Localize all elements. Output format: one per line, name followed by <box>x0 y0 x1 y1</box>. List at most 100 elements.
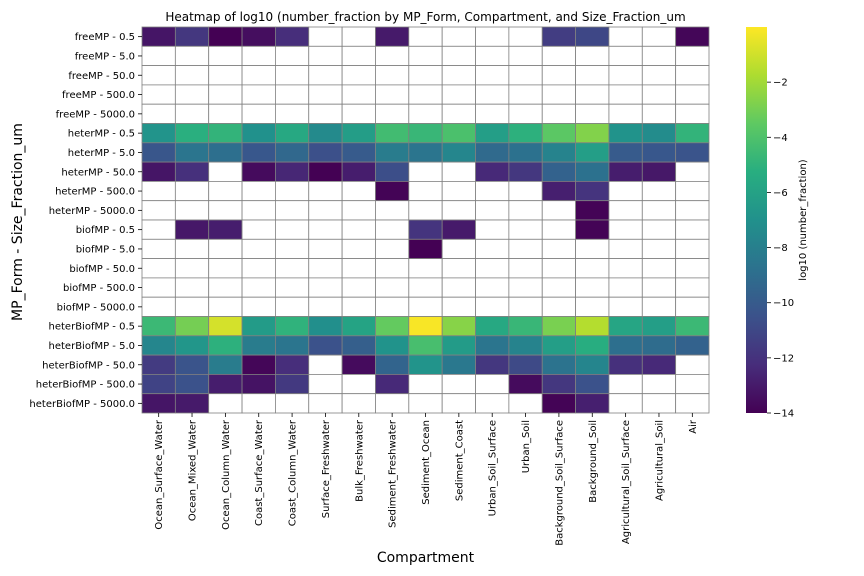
heatmap-cell <box>308 219 343 240</box>
heatmap-cell <box>641 161 677 182</box>
row-tick-label: heterMP - 500.0 <box>55 187 135 198</box>
heatmap-cell <box>608 103 643 124</box>
heatmap-cell <box>675 258 710 279</box>
heatmap-cell <box>441 65 476 86</box>
heatmap-cell <box>375 103 410 124</box>
heatmap-cell <box>475 142 510 163</box>
heatmap-cell <box>141 65 176 86</box>
heatmap-cell <box>575 180 610 202</box>
heatmap-cell <box>208 335 243 356</box>
heatmap-cell <box>641 200 677 221</box>
heatmap-cell <box>475 296 510 317</box>
heatmap-cell <box>375 258 410 279</box>
heatmap-cell <box>341 142 376 163</box>
heatmap-cell <box>341 335 376 356</box>
heatmap-cell <box>174 180 210 202</box>
heatmap-cell <box>541 316 576 337</box>
heatmap-cell <box>174 354 210 375</box>
column-tick-labels: Ocean_Surface_Water Ocean_Mixed_Water Ocea… <box>154 413 699 546</box>
heatmap-cell <box>141 45 176 66</box>
heatmap-cell <box>608 238 643 260</box>
heatmap-cell <box>475 373 510 395</box>
heatmap-cell <box>508 84 543 105</box>
heatmap-cell <box>341 238 376 260</box>
heatmap-cell <box>341 296 376 317</box>
heatmap-cell <box>441 277 476 298</box>
heatmap-cell <box>208 373 243 395</box>
heatmap-cell <box>541 26 576 47</box>
heatmap-cell <box>275 26 310 47</box>
heatmap-cell <box>141 180 176 202</box>
heatmap-cell <box>174 316 210 337</box>
heatmap-cell <box>308 335 343 356</box>
row-tick-label: heterMP - 50.0 <box>61 167 135 178</box>
heatmap-cell <box>341 354 376 375</box>
heatmap-cell <box>608 142 643 163</box>
heatmap-cell <box>608 354 643 375</box>
heatmap-cell <box>241 277 276 298</box>
heatmap-cell <box>375 161 410 182</box>
heatmap-cell <box>141 296 176 317</box>
heatmap-cell <box>308 142 343 163</box>
heatmap-cell <box>341 65 376 86</box>
column-tick-label: Sediment_Ocean <box>421 420 432 505</box>
heatmap-cell <box>375 65 410 86</box>
heatmap-cell <box>241 161 276 182</box>
heatmap-cell <box>608 65 643 86</box>
heatmap-cell <box>275 161 310 182</box>
heatmap-cell <box>608 393 643 414</box>
heatmap-cell <box>641 238 677 260</box>
row-tick-label: freeMP - 5.0 <box>75 51 135 62</box>
heatmap-cell <box>241 45 276 66</box>
heatmap-cell <box>275 238 310 260</box>
heatmap-cell <box>508 335 543 356</box>
heatmap-cell <box>208 26 243 47</box>
heatmap-cell <box>675 373 710 395</box>
column-tick-label: Ocean_Surface_Water <box>154 419 165 530</box>
heatmap-cell <box>208 296 243 317</box>
column-tick-label: Urban_Soil_Surface <box>488 420 499 516</box>
heatmap-cell <box>141 142 176 163</box>
heatmap-cell <box>475 316 510 337</box>
colorbar-tick-label: −8 <box>773 243 788 254</box>
heatmap-cell <box>508 180 543 202</box>
heatmap-cell <box>141 277 176 298</box>
heatmap-cell <box>608 335 643 356</box>
heatmap-cell <box>508 45 543 66</box>
heatmap-cell <box>375 296 410 317</box>
heatmap-cell <box>174 238 210 260</box>
heatmap-cell <box>575 84 610 105</box>
heatmap-cell <box>575 45 610 66</box>
heatmap-cell <box>208 393 243 414</box>
row-tick-label: biofMP - 50.0 <box>69 264 135 275</box>
heatmap-cell <box>174 65 210 86</box>
heatmap-cell <box>241 26 276 47</box>
heatmap-cell <box>174 335 210 356</box>
heatmap-cell <box>241 335 276 356</box>
heatmap-cell <box>475 26 510 47</box>
heatmap-cell <box>508 258 543 279</box>
heatmap-cell <box>608 373 643 395</box>
heatmap-cell <box>341 180 376 202</box>
heatmap-cell <box>675 238 710 260</box>
heatmap-cell <box>308 238 343 260</box>
heatmap-cell <box>375 26 410 47</box>
heatmap-cell <box>408 238 443 260</box>
heatmap-cell <box>508 277 543 298</box>
heatmap-cell <box>208 161 243 182</box>
heatmap-cell <box>141 354 176 375</box>
column-tick-label: Background_Soil <box>588 420 599 503</box>
heatmap-cell <box>408 161 443 182</box>
heatmap-cell <box>575 277 610 298</box>
heatmap-cell <box>375 373 410 395</box>
heatmap-cell <box>608 316 643 337</box>
heatmap-cell <box>208 316 243 337</box>
y-axis-label: MP_Form - Size_Fraction_um <box>10 123 26 321</box>
heatmap-cell <box>408 373 443 395</box>
row-tick-label: biofMP - 0.5 <box>76 225 135 236</box>
heatmap-cell <box>308 103 343 124</box>
heatmap-cell <box>141 393 176 414</box>
heatmap-cell <box>641 373 677 395</box>
heatmap-cell <box>208 219 243 240</box>
heatmap-cell <box>675 296 710 317</box>
